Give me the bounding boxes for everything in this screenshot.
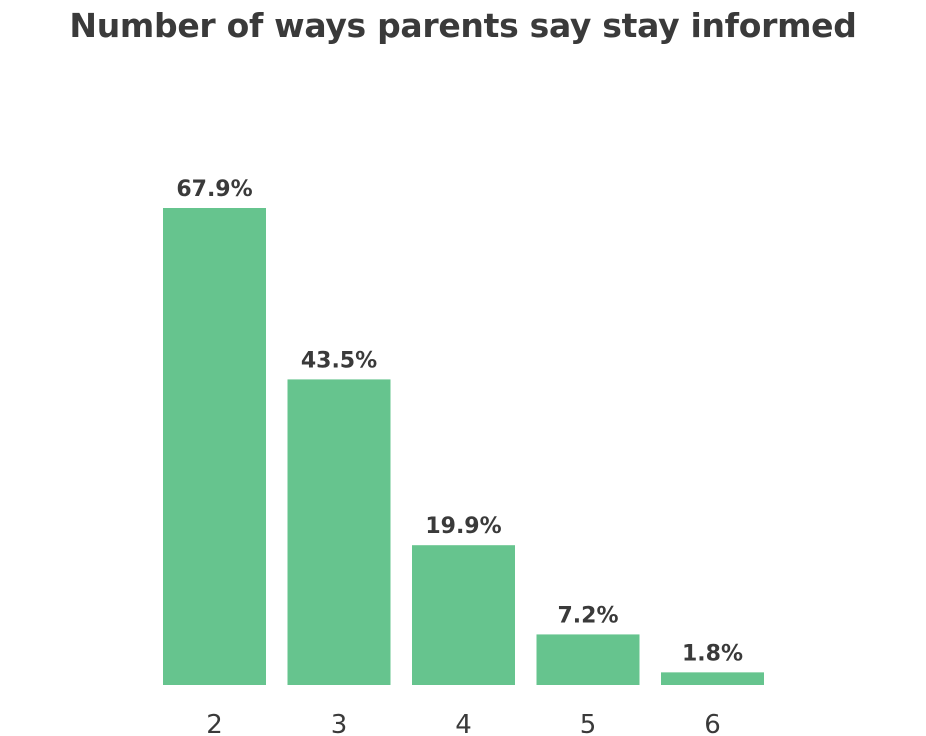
- data-label-6: 1.8%: [682, 641, 743, 666]
- x-tick-label-6: 6: [704, 710, 721, 736]
- bar-3: [287, 379, 391, 685]
- bar-4: [412, 545, 515, 685]
- bar-2: [163, 208, 266, 685]
- x-tick-label-5: 5: [580, 710, 597, 736]
- x-tick-label-4: 4: [455, 710, 472, 736]
- data-label-4: 19.9%: [425, 514, 501, 539]
- chart-title: Number of ways parents say stay informed: [69, 6, 857, 45]
- x-tick-label-2: 2: [206, 710, 223, 736]
- bar-5: [536, 634, 640, 685]
- data-label-3: 43.5%: [301, 348, 377, 373]
- x-tick-label-3: 3: [331, 710, 348, 736]
- data-label-2: 67.9%: [176, 177, 252, 202]
- data-label-5: 7.2%: [557, 603, 618, 628]
- bar-6: [661, 672, 764, 685]
